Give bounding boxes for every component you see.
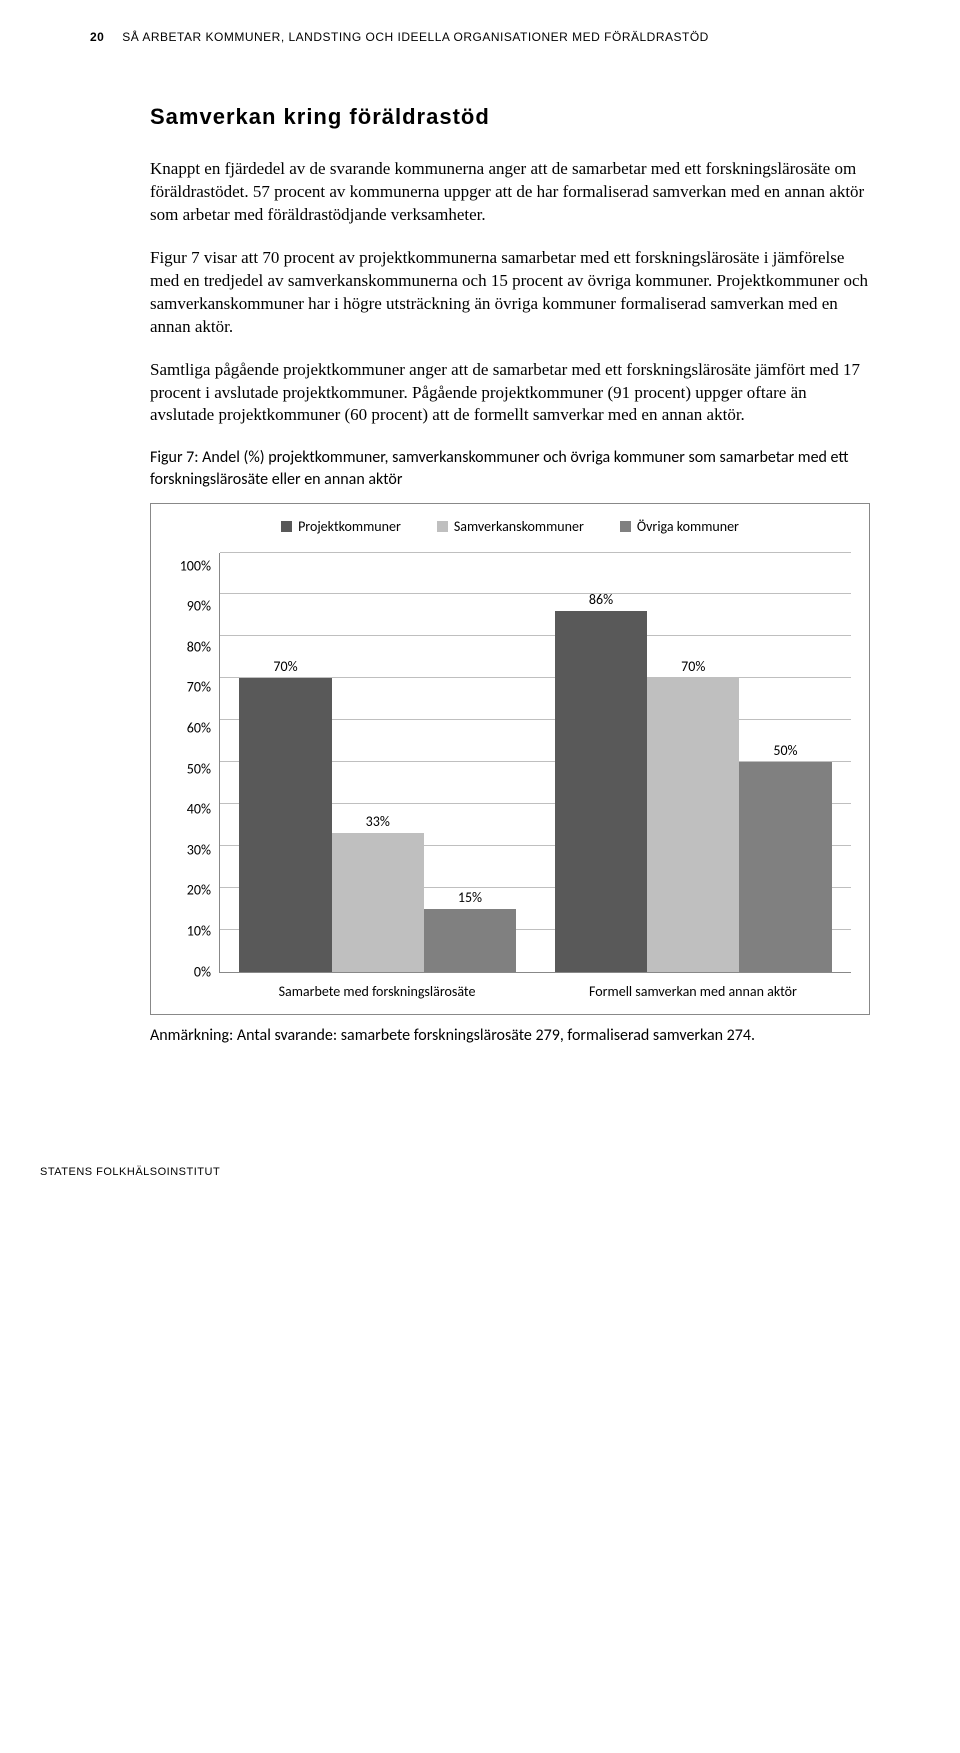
bar-samverkan-1: 33% [332, 833, 424, 971]
bar-label: 33% [366, 813, 390, 830]
x-label-1: Samarbete med forskningslärosäte [219, 983, 535, 1000]
legend-item-ovriga: Övriga kommuner [620, 518, 739, 535]
y-tick: 0% [194, 965, 211, 979]
body-block: Knappt en fjärdedel av de svarande kommu… [150, 158, 870, 1046]
legend-item-projekt: Projektkommuner [281, 518, 401, 535]
bar-ovriga-1: 15% [424, 909, 516, 972]
x-axis: Samarbete med forskningslärosäte Formell… [219, 983, 851, 1000]
plot-area: 70% 33% 15% 86% 70 [219, 553, 851, 973]
y-tick: 30% [187, 843, 211, 857]
legend-swatch-ovriga [620, 521, 631, 532]
y-tick: 100% [180, 559, 211, 573]
paragraph-1: Knappt en fjärdedel av de svarande kommu… [150, 158, 870, 227]
bar-projekt-2: 86% [555, 611, 647, 971]
y-tick: 40% [187, 802, 211, 816]
y-tick: 70% [187, 681, 211, 695]
section-title: Samverkan kring föräldrastöd [150, 104, 870, 130]
legend-label-ovriga: Övriga kommuner [637, 518, 739, 535]
bar-label: 15% [458, 889, 482, 906]
chart-frame: Projektkommuner Samverkanskommuner Övrig… [150, 503, 870, 1015]
figure-caption: Figur 7: Andel (%) projektkommuner, samv… [150, 447, 870, 490]
bar-group-2: 86% 70% 50% [536, 553, 852, 972]
paragraph-3: Samtliga pågående projektkommuner anger … [150, 359, 870, 428]
bar-label: 86% [589, 591, 613, 608]
bar-projekt-1: 70% [239, 678, 331, 971]
legend-label-samverkan: Samverkanskommuner [454, 518, 584, 535]
y-tick: 10% [187, 924, 211, 938]
figure-footnote: Anmärkning: Antal svarande: samarbete fo… [150, 1025, 870, 1047]
x-label-2: Formell samverkan med annan aktör [535, 983, 851, 1000]
paragraph-2: Figur 7 visar att 70 procent av projektk… [150, 247, 870, 339]
bar-label: 70% [681, 658, 705, 675]
legend-swatch-projekt [281, 521, 292, 532]
legend-swatch-samverkan [437, 521, 448, 532]
chart-legend: Projektkommuner Samverkanskommuner Övrig… [169, 518, 851, 535]
running-head-text: SÅ ARBETAR KOMMUNER, LANDSTING OCH IDEEL… [122, 30, 709, 44]
chart-plot: 100% 90% 80% 70% 60% 50% 40% 30% 20% 10%… [169, 553, 851, 973]
bar-group-1: 70% 33% 15% [220, 553, 536, 972]
y-tick: 90% [187, 599, 211, 613]
bar-ovriga-2: 50% [739, 762, 831, 972]
legend-label-projekt: Projektkommuner [298, 518, 401, 535]
bar-samverkan-2: 70% [647, 678, 739, 971]
y-tick: 20% [187, 884, 211, 898]
y-axis: 100% 90% 80% 70% 60% 50% 40% 30% 20% 10%… [169, 553, 219, 973]
bars-layer: 70% 33% 15% 86% 70 [220, 553, 851, 972]
page-footer: STATENS FOLKHÄLSOINSTITUT [40, 1166, 870, 1178]
y-tick: 60% [187, 721, 211, 735]
bar-label: 50% [773, 742, 797, 759]
y-tick: 80% [187, 640, 211, 654]
y-tick: 50% [187, 762, 211, 776]
running-head: 20 SÅ ARBETAR KOMMUNER, LANDSTING OCH ID… [90, 30, 870, 44]
legend-item-samverkan: Samverkanskommuner [437, 518, 584, 535]
bar-label: 70% [273, 658, 297, 675]
page-number: 20 [90, 30, 104, 44]
